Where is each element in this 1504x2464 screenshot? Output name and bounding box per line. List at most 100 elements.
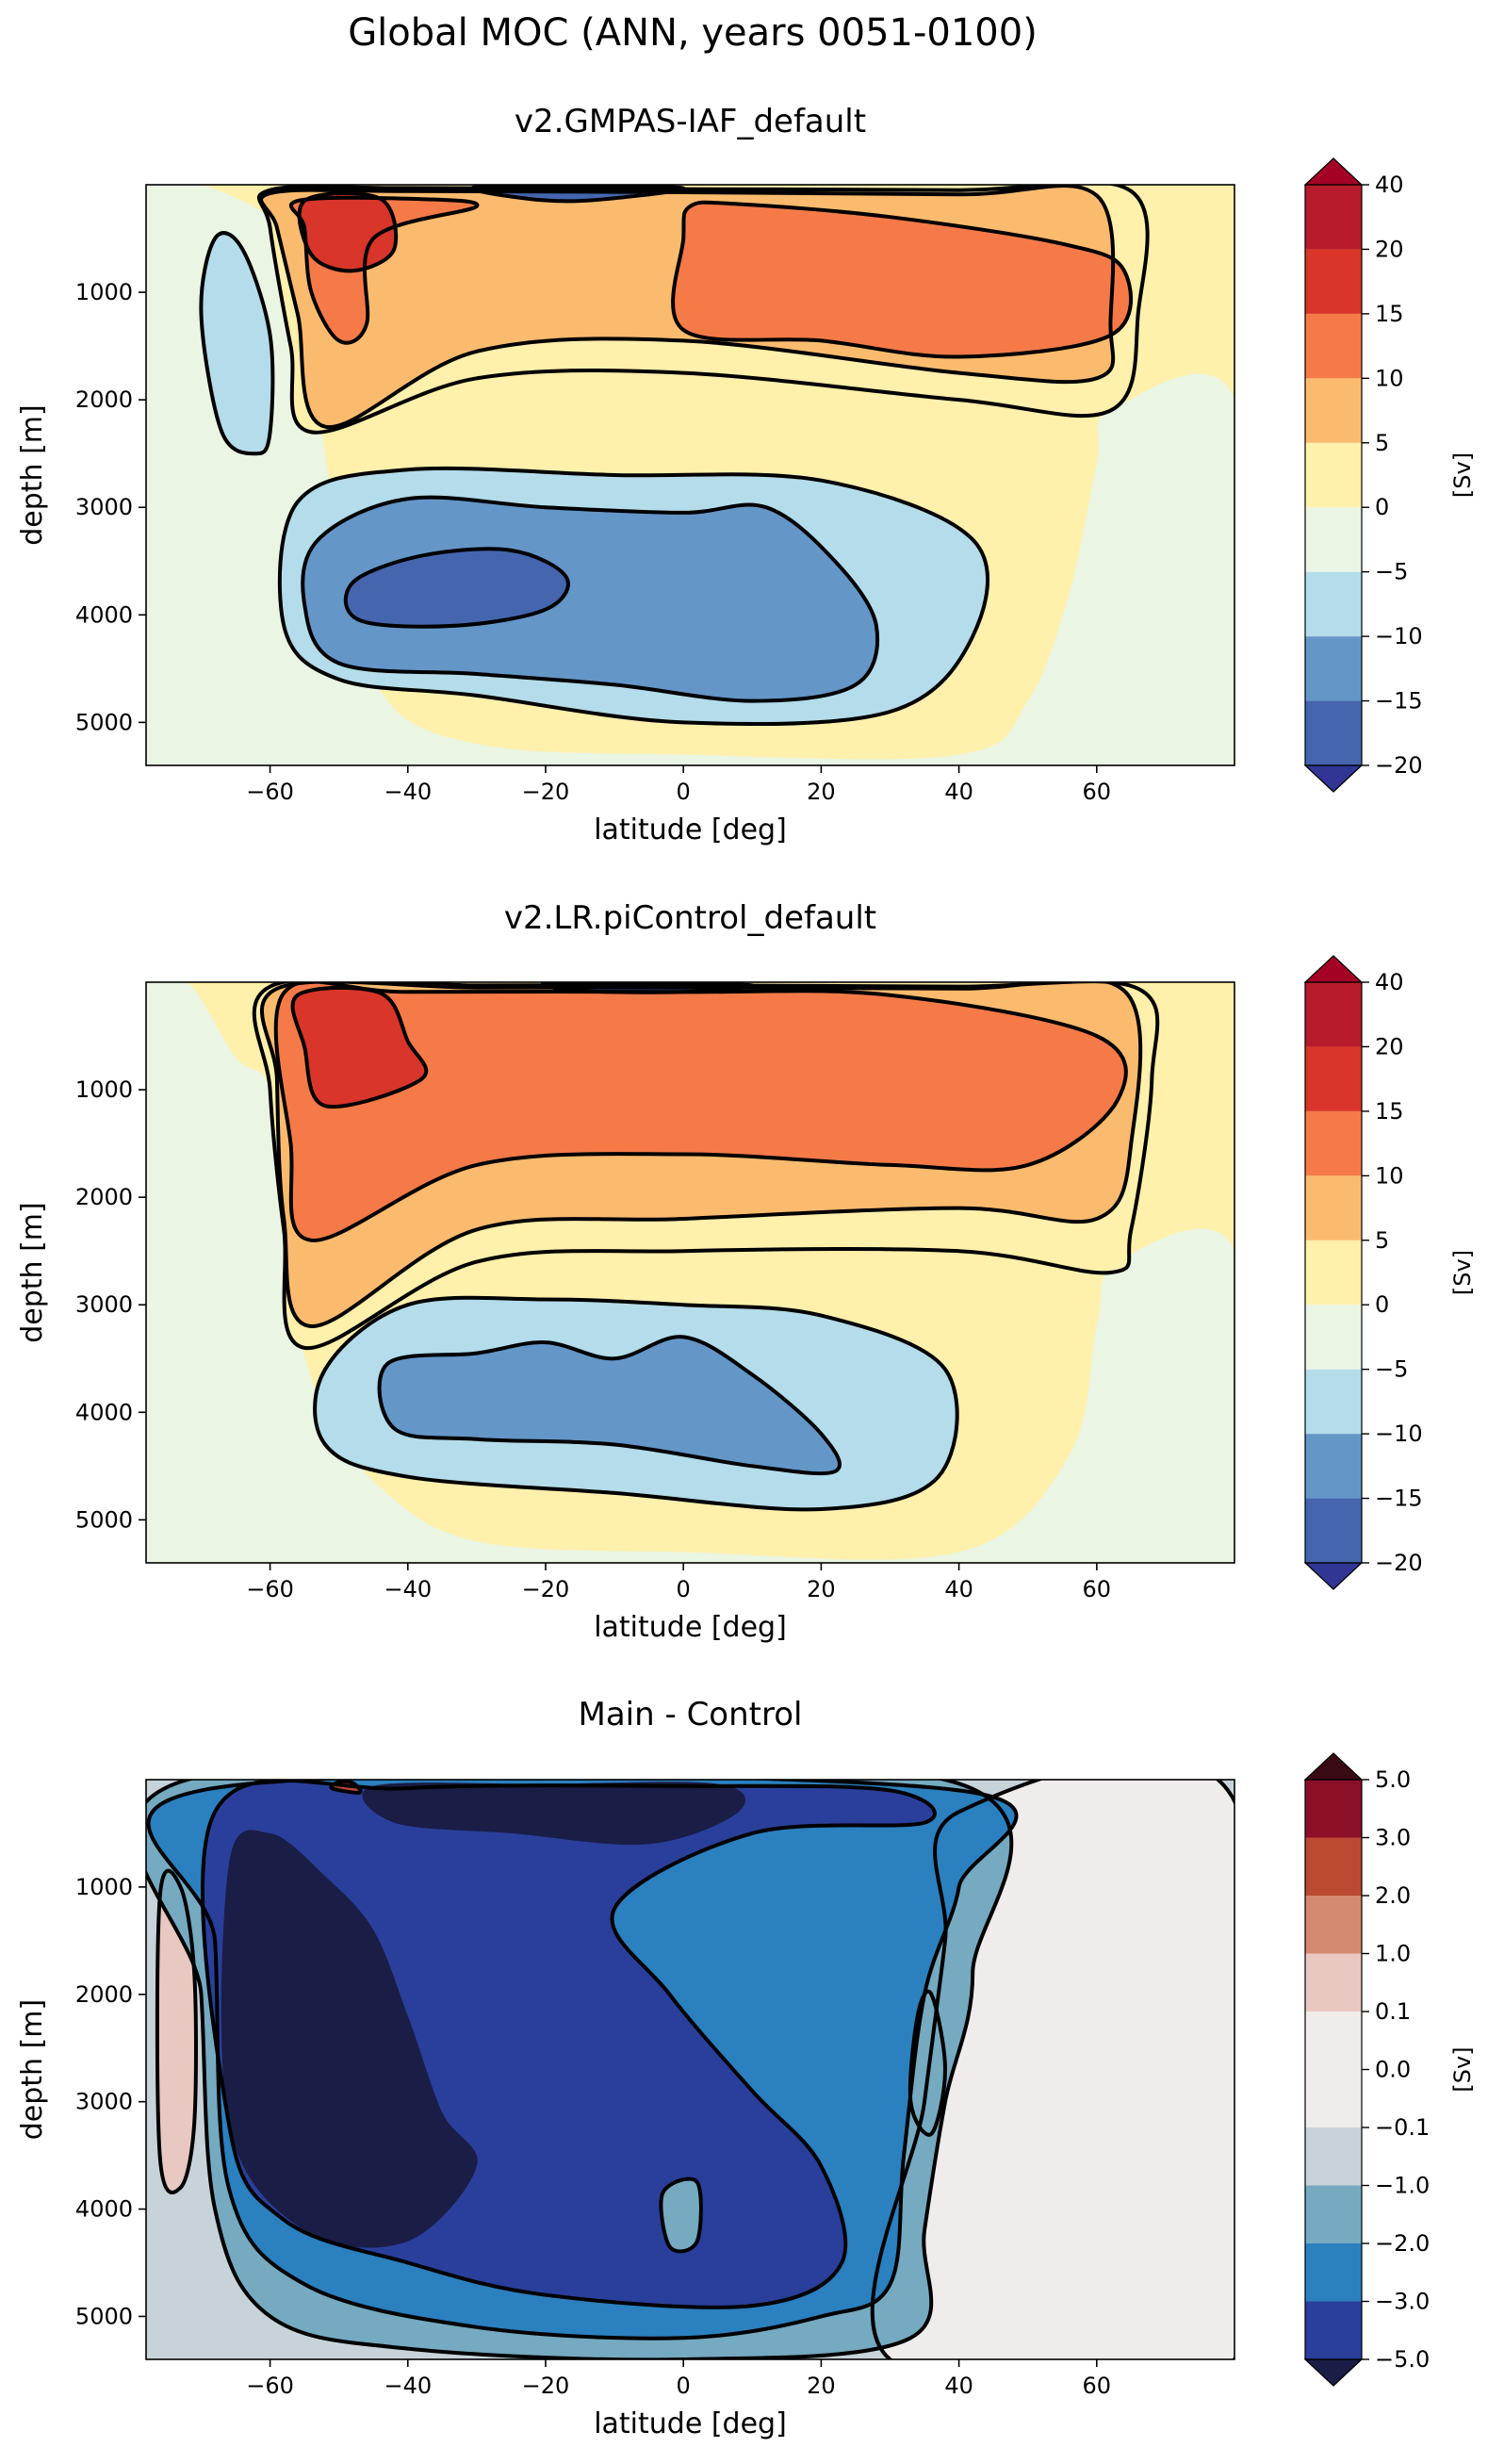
colorbar-label: [Sv] bbox=[1449, 2046, 1476, 2092]
contour-region bbox=[146, 185, 1234, 765]
colorbar: −20 −15 −10 −5 0 5 10 15 20 40 [Sv] bbox=[1303, 157, 1476, 793]
chart-panel-1: v2.GMPAS-IAF_default −60 −40 −20 0 20 40 60 1000… bbox=[16, 103, 1476, 846]
colorbar-tick-label: 3.0 bbox=[1375, 1825, 1411, 1851]
contour-region bbox=[673, 202, 1132, 357]
colorbar-tick-label: −3.0 bbox=[1375, 2289, 1430, 2315]
colorbar: −20 −15 −10 −5 0 5 10 15 20 40 [Sv] bbox=[1303, 955, 1476, 1590]
y-tick-label: 3000 bbox=[75, 1291, 133, 1318]
y-tick-label: 2000 bbox=[75, 1981, 133, 2008]
x-tick-label: 20 bbox=[807, 1576, 836, 1602]
colorbar-tick-label: −0.1 bbox=[1375, 2114, 1430, 2141]
colorbar-band bbox=[1305, 1240, 1362, 1306]
x-tick-label: 0 bbox=[677, 2373, 691, 2399]
colorbar-over-arrow bbox=[1303, 955, 1364, 983]
contour-region bbox=[299, 192, 397, 271]
y-tick-label: 2000 bbox=[75, 1184, 133, 1210]
x-tick-label: −20 bbox=[522, 779, 570, 805]
colorbar-band bbox=[1305, 1369, 1362, 1435]
x-tick-label: −60 bbox=[246, 1576, 294, 1602]
contour-region bbox=[221, 1830, 478, 2248]
colorbar-band bbox=[1305, 1837, 1362, 1896]
colorbar-band bbox=[1305, 1046, 1362, 1111]
colorbar-tick-label: −10 bbox=[1375, 623, 1423, 649]
colorbar-band bbox=[1305, 507, 1362, 572]
colorbar-tick-label: 5 bbox=[1375, 1227, 1389, 1254]
contour-region bbox=[302, 497, 878, 701]
x-tick-label: 20 bbox=[807, 779, 836, 805]
colorbar-band bbox=[1305, 313, 1362, 379]
colorbar-tick-label: 2.0 bbox=[1375, 1882, 1411, 1909]
contour-line bbox=[290, 985, 429, 1109]
contour-region bbox=[201, 233, 273, 454]
y-axis-label: depth [m] bbox=[16, 1999, 49, 2141]
colorbar-band bbox=[1305, 1305, 1362, 1370]
y-tick-label: 5000 bbox=[75, 1506, 133, 1533]
x-axis-label: latitude [deg] bbox=[594, 1611, 787, 1644]
x-tick-label: 0 bbox=[677, 1576, 691, 1602]
colorbar-tick-label: 0 bbox=[1375, 494, 1389, 520]
colorbar-over-arrow bbox=[1303, 1752, 1364, 1781]
x-tick-label: −40 bbox=[384, 2373, 432, 2399]
x-tick-label: −20 bbox=[522, 1576, 570, 1602]
contour-line bbox=[301, 495, 880, 703]
contour-line bbox=[470, 185, 686, 204]
colorbar-tick-label: 40 bbox=[1375, 969, 1404, 995]
colorbar-tick-label: 0 bbox=[1375, 1291, 1389, 1318]
colorbar-tick-label: −20 bbox=[1375, 1550, 1423, 1576]
x-axis-label: latitude [deg] bbox=[594, 2407, 787, 2440]
colorbar-under-arrow bbox=[1303, 764, 1364, 793]
colorbar-frame bbox=[1304, 981, 1363, 1564]
colorbar-tick-label: −2.0 bbox=[1375, 2230, 1430, 2257]
colorbar-band bbox=[1305, 636, 1362, 701]
colorbar-band bbox=[1305, 1896, 1362, 1954]
colorbar-band bbox=[1305, 2243, 1362, 2302]
colorbar-tick-label: 15 bbox=[1375, 301, 1404, 327]
y-tick-label: 1000 bbox=[75, 1076, 133, 1103]
contour-region bbox=[146, 982, 1234, 1563]
contour-line bbox=[343, 547, 570, 629]
x-tick-label: 0 bbox=[677, 779, 691, 805]
x-tick-label: 40 bbox=[944, 779, 973, 805]
colorbar-tick-label: −20 bbox=[1375, 752, 1423, 779]
contour-region bbox=[292, 987, 427, 1108]
contour-line bbox=[155, 1868, 198, 2194]
contour-line bbox=[259, 185, 1116, 429]
colorbar-band bbox=[1305, 2012, 1362, 2070]
colorbar-band bbox=[1305, 2069, 1362, 2127]
colorbar-tick-label: 5 bbox=[1375, 430, 1389, 456]
colorbar-label: [Sv] bbox=[1449, 452, 1476, 498]
contour-line bbox=[671, 200, 1134, 359]
colorbar-tick-label: 10 bbox=[1375, 365, 1404, 391]
colorbar-over-arrow bbox=[1303, 157, 1364, 186]
contour-region bbox=[362, 1782, 746, 1846]
colorbar-tick-label: −15 bbox=[1375, 688, 1423, 715]
colorbar-band bbox=[1305, 1498, 1362, 1563]
panel-title: v2.GMPAS-IAF_default bbox=[515, 103, 866, 140]
x-tick-label: −40 bbox=[384, 779, 432, 805]
colorbar-tick-label: −5 bbox=[1375, 559, 1408, 585]
contour-line bbox=[146, 1780, 1014, 2359]
contour-line bbox=[199, 231, 275, 456]
x-tick-label: 60 bbox=[1083, 779, 1112, 805]
colorbar-band bbox=[1305, 2127, 1362, 2186]
colorbar-band bbox=[1305, 700, 1362, 765]
plot-area bbox=[146, 1780, 1234, 2359]
axes-frame bbox=[145, 981, 1235, 1564]
colorbar: −5.0 −3.0 −2.0 −1.0 −0.1 0.0 0.1 1.0 2.0 3.0 5.0 [S… bbox=[1303, 1752, 1476, 2387]
contour-region bbox=[345, 549, 568, 627]
colorbar-band bbox=[1305, 378, 1362, 443]
colorbar-band bbox=[1305, 185, 1362, 250]
y-tick-label: 1000 bbox=[75, 1874, 133, 1900]
x-tick-label: 40 bbox=[944, 2373, 973, 2399]
y-tick-label: 5000 bbox=[75, 709, 133, 735]
colorbar-band bbox=[1305, 1110, 1362, 1176]
contour-line bbox=[277, 466, 990, 727]
colorbar-tick-label: 40 bbox=[1375, 172, 1404, 198]
y-tick-label: 2000 bbox=[75, 386, 133, 413]
y-tick-label: 4000 bbox=[75, 601, 133, 628]
colorbar-band bbox=[1305, 2301, 1362, 2359]
contour-line bbox=[659, 2177, 703, 2254]
colorbar-band bbox=[1305, 442, 1362, 508]
colorbar-tick-label: −5.0 bbox=[1375, 2346, 1430, 2373]
